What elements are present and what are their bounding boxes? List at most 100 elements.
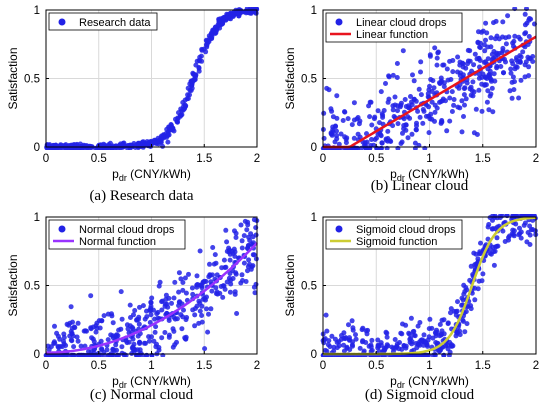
data-point [118, 289, 124, 295]
data-point [491, 262, 497, 268]
data-point [69, 331, 75, 337]
data-point [119, 316, 125, 322]
data-point [239, 272, 245, 278]
data-point [94, 325, 100, 331]
data-point [478, 240, 483, 246]
y-tick-label: 0.5 [24, 281, 40, 293]
data-point [127, 302, 133, 308]
series-line [323, 35, 537, 149]
data-point [522, 22, 528, 28]
data-point [353, 336, 359, 342]
data-point [173, 116, 178, 122]
data-point [375, 131, 381, 137]
data-point [441, 84, 447, 90]
data-point [453, 309, 459, 315]
data-point [166, 334, 172, 340]
data-point [485, 56, 491, 62]
data-point [403, 322, 409, 328]
data-point [483, 37, 488, 43]
data-point [349, 318, 355, 324]
legend-box [325, 219, 463, 250]
data-point [82, 328, 88, 334]
data-point [155, 315, 161, 321]
data-point [63, 145, 69, 150]
data-point [351, 135, 357, 141]
data-point [99, 318, 105, 324]
data-point [75, 320, 81, 326]
data-point [394, 75, 400, 80]
data-point [483, 20, 489, 26]
data-point [338, 336, 344, 342]
data-point [512, 33, 518, 39]
data-point [486, 222, 492, 227]
x-tick-label: 0.5 [91, 153, 107, 165]
data-point [132, 308, 138, 313]
data-point [114, 347, 119, 353]
data-point [457, 105, 463, 111]
data-point [220, 15, 226, 21]
data-point [412, 333, 418, 339]
data-point [350, 339, 356, 345]
data-point [434, 62, 440, 68]
data-point [206, 311, 211, 317]
data-point [159, 335, 165, 341]
data-point [137, 341, 143, 346]
data-point [196, 65, 202, 70]
data-point [253, 256, 259, 262]
data-point [332, 139, 338, 145]
x-tick-label: 1.5 [196, 153, 212, 165]
data-point [152, 140, 157, 145]
data-point [223, 264, 229, 270]
data-point [485, 236, 491, 242]
data-point [199, 58, 205, 64]
legend-box [325, 12, 463, 43]
data-point [336, 343, 342, 349]
data-point [392, 94, 398, 100]
data-point [511, 38, 517, 44]
data-point [378, 340, 384, 346]
data-point [459, 98, 465, 104]
data-point [180, 107, 186, 113]
data-point [453, 333, 459, 339]
y-axis-label: Satisfaction [6, 47, 20, 109]
data-point [431, 85, 437, 91]
data-point [110, 320, 116, 326]
x-tick-label: 2 [254, 153, 260, 165]
data-point [476, 55, 482, 61]
data-point [69, 338, 75, 344]
data-point [232, 291, 238, 297]
data-point [394, 61, 400, 66]
data-point [434, 55, 440, 61]
data-point [406, 105, 412, 111]
data-point [518, 77, 524, 83]
data-point [470, 93, 476, 99]
data-point [159, 307, 165, 313]
data-point [425, 343, 430, 349]
data-point [198, 53, 204, 59]
legend-label: Normal cloud drops [79, 224, 175, 236]
data-point [176, 270, 182, 276]
data-point [530, 59, 536, 64]
data-point [418, 337, 424, 343]
data-point [144, 308, 149, 314]
data-point [119, 344, 125, 350]
data-point [429, 325, 435, 331]
data-point [182, 335, 188, 341]
x-tick-label: 2 [533, 153, 539, 165]
data-point [463, 65, 469, 71]
data-point [523, 30, 529, 36]
data-point [491, 71, 497, 77]
data-point [185, 85, 191, 91]
data-point [440, 344, 446, 350]
data-point [488, 251, 494, 257]
data-point [144, 141, 150, 147]
data-point [230, 276, 236, 281]
data-point [516, 95, 522, 101]
data-point [390, 72, 396, 78]
data-point [479, 278, 485, 284]
data-point [245, 264, 251, 270]
data-point [480, 271, 486, 277]
data-point [508, 66, 514, 72]
